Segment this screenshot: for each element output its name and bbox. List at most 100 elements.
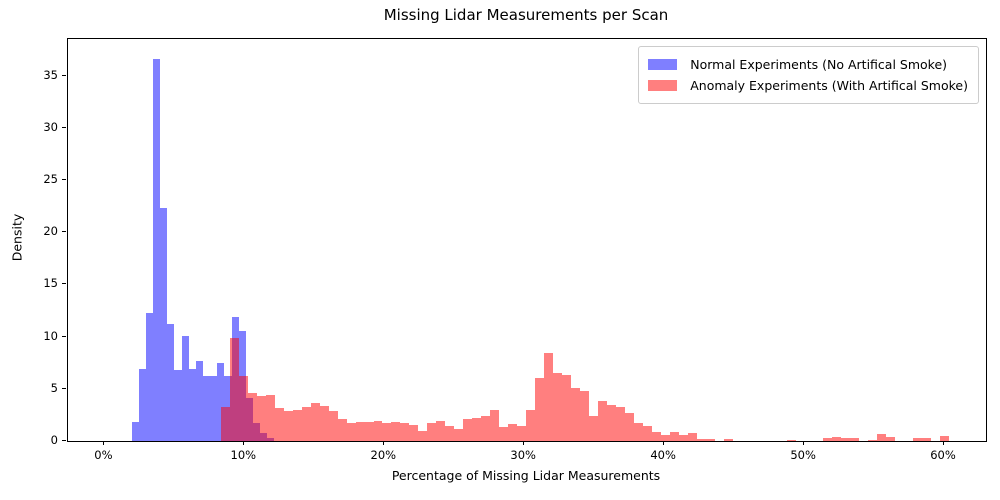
histogram-bar-anomaly bbox=[329, 410, 338, 441]
histogram-bar-anomaly bbox=[347, 423, 356, 441]
legend-label-anomaly: Anomaly Experiments (With Artifical Smok… bbox=[690, 78, 968, 93]
y-tick-mark bbox=[62, 74, 66, 76]
x-tick-mark bbox=[943, 441, 944, 445]
histogram-bar-anomaly bbox=[589, 415, 598, 441]
y-tick-label: 10 bbox=[43, 328, 58, 343]
histogram-bar-anomaly bbox=[481, 415, 490, 441]
histogram-bar-normal bbox=[167, 324, 174, 441]
histogram-bar-anomaly bbox=[293, 409, 302, 441]
histogram-bar-anomaly bbox=[913, 438, 922, 441]
histogram-bar-anomaly bbox=[886, 437, 895, 441]
histogram-bar-anomaly bbox=[724, 439, 733, 441]
histogram-bar-anomaly bbox=[616, 406, 625, 441]
y-tick-label: 20 bbox=[43, 224, 58, 239]
histogram-bar-anomaly bbox=[688, 433, 697, 441]
histogram-bar-anomaly bbox=[356, 422, 365, 441]
x-tick-label: 10% bbox=[230, 448, 257, 462]
histogram-bar-anomaly bbox=[239, 376, 248, 441]
histogram-bar-anomaly bbox=[508, 424, 517, 441]
histogram-bar-normal bbox=[203, 376, 210, 441]
histogram-bar-anomaly bbox=[248, 393, 257, 441]
histogram-bar-normal bbox=[174, 370, 182, 441]
histogram-bar-normal bbox=[160, 208, 167, 441]
histogram-bar-anomaly bbox=[418, 430, 427, 441]
histogram-bar-anomaly bbox=[706, 439, 715, 441]
histogram-bar-normal bbox=[182, 335, 189, 441]
histogram-bar-anomaly bbox=[517, 426, 526, 441]
x-tick-mark bbox=[663, 441, 665, 445]
histogram-bar-normal bbox=[210, 376, 217, 441]
y-tick-label: 25 bbox=[43, 172, 58, 186]
histogram-bar-anomaly bbox=[679, 435, 688, 441]
y-tick-label: 15 bbox=[43, 276, 58, 291]
x-tick-label: 30% bbox=[510, 448, 536, 462]
histogram-bar-anomaly bbox=[472, 418, 481, 441]
histogram-bar-anomaly bbox=[230, 337, 239, 441]
histogram-bar-anomaly bbox=[221, 406, 230, 441]
histogram-bar-anomaly bbox=[454, 428, 463, 441]
histogram-bar-anomaly bbox=[302, 406, 311, 441]
legend-entry-normal: Normal Experiments (No Artifical Smoke) bbox=[648, 54, 968, 75]
histogram-bar-normal bbox=[139, 369, 146, 441]
plot-area: Normal Experiments (No Artifical Smoke) … bbox=[67, 38, 987, 442]
histogram-bar-anomaly bbox=[652, 431, 661, 441]
x-tick-mark bbox=[803, 441, 805, 445]
histogram-bar-anomaly bbox=[445, 426, 454, 441]
histogram-bar-anomaly bbox=[257, 396, 266, 441]
histogram-bar-anomaly bbox=[436, 421, 445, 441]
histogram-bar-anomaly bbox=[634, 423, 643, 441]
histogram-bar-normal bbox=[217, 362, 224, 441]
histogram-bar-anomaly bbox=[661, 435, 670, 441]
histogram-bar-anomaly bbox=[544, 353, 553, 441]
histogram-bar-anomaly bbox=[535, 378, 544, 441]
histogram-bar-anomaly bbox=[266, 395, 275, 441]
histogram-bar-anomaly bbox=[940, 436, 949, 441]
y-tick-label: 5 bbox=[50, 380, 58, 395]
legend-swatch-anomaly bbox=[648, 80, 678, 91]
histogram-bar-anomaly bbox=[643, 426, 652, 441]
histogram-bar-anomaly bbox=[391, 422, 400, 441]
histogram-bar-anomaly bbox=[374, 421, 382, 441]
histogram-bar-anomaly bbox=[526, 409, 535, 441]
chart-title: Missing Lidar Measurements per Scan bbox=[383, 6, 669, 24]
x-tick-label: 0% bbox=[94, 448, 113, 462]
histogram-bar-anomaly bbox=[409, 425, 418, 441]
legend-entry-anomaly: Anomaly Experiments (With Artifical Smok… bbox=[648, 75, 968, 96]
histogram-bar-anomaly bbox=[832, 437, 841, 441]
histogram-bar-anomaly bbox=[427, 423, 436, 441]
histogram-bar-normal bbox=[189, 369, 196, 441]
histogram-bar-anomaly bbox=[670, 432, 679, 441]
histogram-bar-normal bbox=[132, 422, 139, 441]
histogram-bar-anomaly bbox=[850, 438, 859, 441]
histogram-bar-anomaly bbox=[365, 422, 374, 441]
x-tick-mark bbox=[103, 441, 105, 445]
legend: Normal Experiments (No Artifical Smoke) … bbox=[638, 46, 979, 104]
y-tick-mark bbox=[62, 440, 66, 441]
histogram-bar-anomaly bbox=[697, 438, 706, 441]
y-tick-mark bbox=[62, 387, 66, 389]
histogram-bar-anomaly bbox=[841, 438, 850, 441]
y-tick-mark bbox=[62, 231, 66, 233]
histogram-bar-anomaly bbox=[553, 373, 562, 441]
histogram-bar-anomaly bbox=[275, 407, 284, 441]
y-tick-label: 30 bbox=[43, 119, 58, 134]
histogram-bar-normal bbox=[146, 312, 153, 441]
y-tick-mark bbox=[62, 283, 66, 285]
histogram-bar-anomaly bbox=[284, 410, 293, 441]
x-tick-mark bbox=[383, 441, 385, 445]
histogram-bar-anomaly bbox=[571, 387, 580, 441]
histogram-bar-anomaly bbox=[787, 439, 796, 441]
y-tick-label: 35 bbox=[43, 67, 58, 82]
y-tick-mark bbox=[62, 179, 66, 180]
y-tick-label: 0 bbox=[50, 433, 58, 447]
histogram-bar-anomaly bbox=[598, 401, 607, 441]
y-tick-mark bbox=[62, 335, 66, 337]
histogram-bar-anomaly bbox=[338, 419, 347, 441]
histogram-bar-anomaly bbox=[320, 405, 329, 441]
histogram-bar-anomaly bbox=[625, 412, 634, 441]
histogram-bar-anomaly bbox=[490, 409, 499, 441]
x-tick-mark bbox=[523, 441, 525, 445]
histogram-bar-anomaly bbox=[400, 423, 409, 441]
histogram-bar-anomaly bbox=[607, 404, 616, 441]
